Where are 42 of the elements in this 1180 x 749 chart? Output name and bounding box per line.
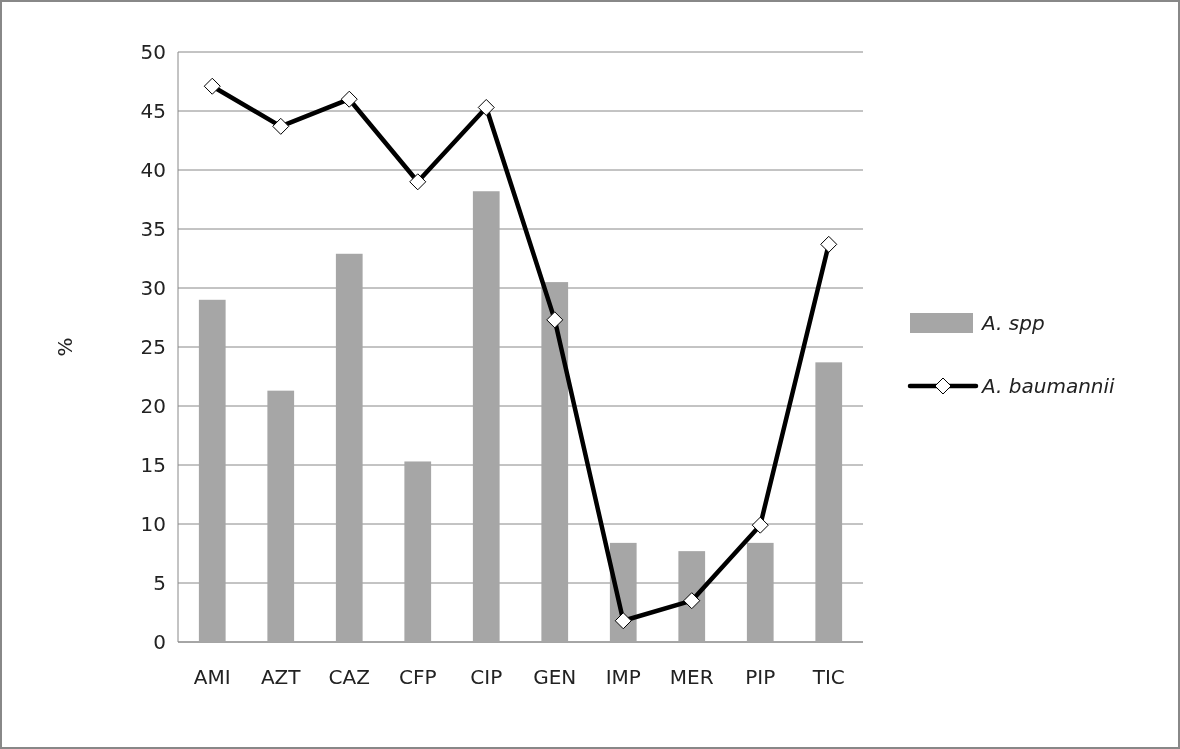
point <box>546 311 564 329</box>
x-tick-label: MER <box>669 665 714 689</box>
x-tick-label: AZT <box>260 665 302 689</box>
point <box>820 235 838 253</box>
bar <box>404 461 432 642</box>
x-tick-label: IMP <box>605 665 641 689</box>
y-tick-label: 25 <box>140 335 166 359</box>
y-tick-label: 30 <box>140 276 166 300</box>
y-tick-label: 50 <box>140 40 166 64</box>
bar <box>746 542 774 642</box>
bar <box>472 191 500 642</box>
y-tick-label: 35 <box>140 217 166 241</box>
bar <box>335 253 363 642</box>
bar <box>267 390 295 642</box>
x-tick-label: AMI <box>193 665 231 689</box>
point <box>409 173 427 191</box>
point <box>477 98 495 116</box>
bar <box>198 299 226 642</box>
bar <box>815 362 843 642</box>
point <box>751 516 769 534</box>
x-tick-label: CFP <box>398 665 437 689</box>
point <box>614 612 632 630</box>
x-tick-label: CAZ <box>328 665 370 689</box>
x-tick-label: PIP <box>745 665 776 689</box>
bar <box>541 282 569 642</box>
legend-label: A. spp <box>980 311 1045 335</box>
point <box>340 90 358 108</box>
x-tick-label: CIP <box>470 665 503 689</box>
y-tick-label: 5 <box>153 571 166 595</box>
y-tick-label: 15 <box>140 453 166 477</box>
point <box>683 592 701 610</box>
x-tick-label: TIC <box>811 665 845 689</box>
point <box>272 117 290 135</box>
y-tick-label: 45 <box>140 99 166 123</box>
y-tick-label: 10 <box>140 512 166 536</box>
legend-label: A. baumannii <box>980 374 1116 398</box>
y-tick-label: 0 <box>153 630 166 654</box>
y-tick-label: 20 <box>140 394 166 418</box>
x-tick-label: GEN <box>533 665 577 689</box>
y-tick-label: 40 <box>140 158 166 182</box>
point <box>203 77 221 95</box>
y-axis-title: % <box>53 337 77 357</box>
